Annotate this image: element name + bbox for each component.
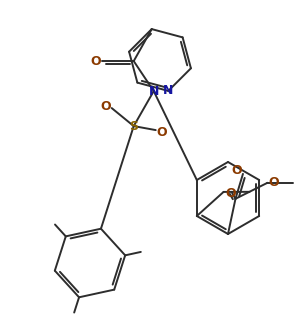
Text: O: O — [231, 165, 242, 177]
Text: S: S — [129, 119, 138, 133]
Text: O: O — [268, 176, 279, 189]
Text: O: O — [100, 99, 111, 113]
Text: O: O — [225, 187, 236, 200]
Text: O: O — [156, 126, 167, 138]
Text: O: O — [90, 55, 101, 68]
Text: N: N — [163, 84, 174, 98]
Text: N: N — [149, 85, 159, 98]
